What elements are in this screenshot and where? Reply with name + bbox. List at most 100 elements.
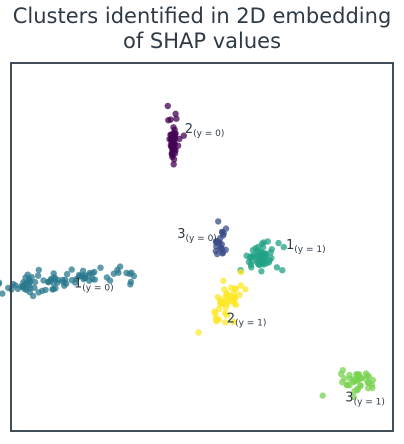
data-point xyxy=(169,145,176,152)
data-point xyxy=(20,279,27,286)
data-point xyxy=(222,304,230,311)
cluster-label-sub: (y = 1) xyxy=(294,245,325,255)
data-point xyxy=(49,286,56,293)
data-point xyxy=(97,264,104,271)
data-point xyxy=(170,161,177,168)
data-point xyxy=(21,285,28,292)
data-point xyxy=(355,371,363,378)
data-point xyxy=(258,240,266,247)
cluster-label-sub: (y = 0) xyxy=(185,234,216,244)
data-point xyxy=(221,286,228,293)
data-point xyxy=(258,268,265,275)
data-point xyxy=(31,278,39,286)
data-point xyxy=(237,268,245,276)
data-point xyxy=(231,294,238,301)
data-point xyxy=(173,115,180,122)
data-point xyxy=(212,247,219,255)
labels-layer: 2(y = 0)3(y = 0) 1(y = 1)1(y = 0)2(y = 1)… xyxy=(74,122,385,408)
plot-frame xyxy=(10,62,394,432)
cluster-label-sub: (y = 0) xyxy=(193,129,224,139)
data-point xyxy=(223,312,230,319)
cluster-label-1_y0: 1(y = 0) xyxy=(74,277,114,294)
points-layer xyxy=(0,102,377,400)
cluster-1_y0 xyxy=(0,263,138,300)
data-point xyxy=(195,329,202,336)
data-point xyxy=(319,392,326,399)
data-point xyxy=(0,279,3,286)
data-point xyxy=(346,371,353,379)
cluster-label-sub: (y = 0) xyxy=(82,284,113,294)
data-point xyxy=(350,393,357,400)
data-point xyxy=(220,277,227,285)
data-point xyxy=(339,379,346,386)
data-point xyxy=(267,249,274,256)
cluster-label-sub: (y = 1) xyxy=(354,398,385,408)
data-point xyxy=(215,218,222,225)
data-point xyxy=(127,278,135,286)
data-point xyxy=(260,250,267,257)
cluster-label-3_y1: 3(y = 1) xyxy=(345,391,385,408)
data-point xyxy=(35,289,42,296)
data-point xyxy=(63,270,71,278)
data-point xyxy=(246,254,254,262)
data-point xyxy=(214,293,221,301)
data-point xyxy=(91,276,99,283)
cluster-2_y0 xyxy=(164,102,187,168)
data-point xyxy=(168,139,175,147)
data-point xyxy=(355,376,362,383)
data-point xyxy=(242,286,249,293)
data-point xyxy=(339,367,346,374)
data-point xyxy=(29,292,37,300)
data-point xyxy=(258,257,266,264)
data-point xyxy=(85,271,93,279)
cluster-label-main: 2 xyxy=(185,122,193,137)
data-point xyxy=(215,305,223,313)
data-point xyxy=(351,387,358,395)
data-point xyxy=(224,292,231,299)
data-point xyxy=(51,275,59,282)
data-point xyxy=(212,310,219,317)
data-point xyxy=(170,124,177,131)
data-point xyxy=(116,263,124,270)
data-point xyxy=(171,150,179,157)
cluster-label-1_y1: 1(y = 1) xyxy=(286,238,326,255)
data-point xyxy=(230,318,237,326)
cluster-label-3_y0: 3(y = 0) xyxy=(177,227,217,244)
data-point xyxy=(0,290,6,297)
data-point xyxy=(34,272,42,279)
cluster-2_y1 xyxy=(195,268,249,336)
cluster-3_y0 xyxy=(212,218,230,258)
cluster-label-main: 2 xyxy=(227,311,235,326)
data-point xyxy=(128,269,135,276)
data-point xyxy=(279,267,286,274)
data-point xyxy=(50,270,57,277)
data-point xyxy=(222,246,229,253)
cluster-label-main: 1 xyxy=(74,277,82,292)
data-point xyxy=(167,116,174,123)
data-point xyxy=(172,131,179,138)
data-point xyxy=(363,375,370,382)
data-point xyxy=(213,318,220,325)
data-point xyxy=(68,266,75,273)
data-point xyxy=(164,102,171,110)
cluster-label-main: 1 xyxy=(286,238,294,253)
data-point xyxy=(364,385,372,392)
data-point xyxy=(75,271,83,279)
cluster-1_y1 xyxy=(237,238,287,275)
data-point xyxy=(213,239,220,246)
chart-title: Clusters identified in 2D embedding of S… xyxy=(0,4,404,54)
data-point xyxy=(266,257,273,264)
data-point xyxy=(273,264,281,271)
cluster-label-main: 3 xyxy=(177,227,185,242)
data-point xyxy=(24,271,31,278)
chart-title-line-1: Clusters identified in 2D embedding xyxy=(12,4,392,28)
cluster-label-main: 3 xyxy=(345,391,353,406)
data-point xyxy=(35,266,42,274)
cluster-label-sub: (y = 1) xyxy=(235,318,266,328)
data-point xyxy=(236,291,243,298)
cluster-label-2_y0: 2(y = 0) xyxy=(185,122,225,139)
data-point xyxy=(220,230,227,237)
cluster-label-2_y1: 2(y = 1) xyxy=(227,311,267,328)
data-point xyxy=(80,275,87,283)
